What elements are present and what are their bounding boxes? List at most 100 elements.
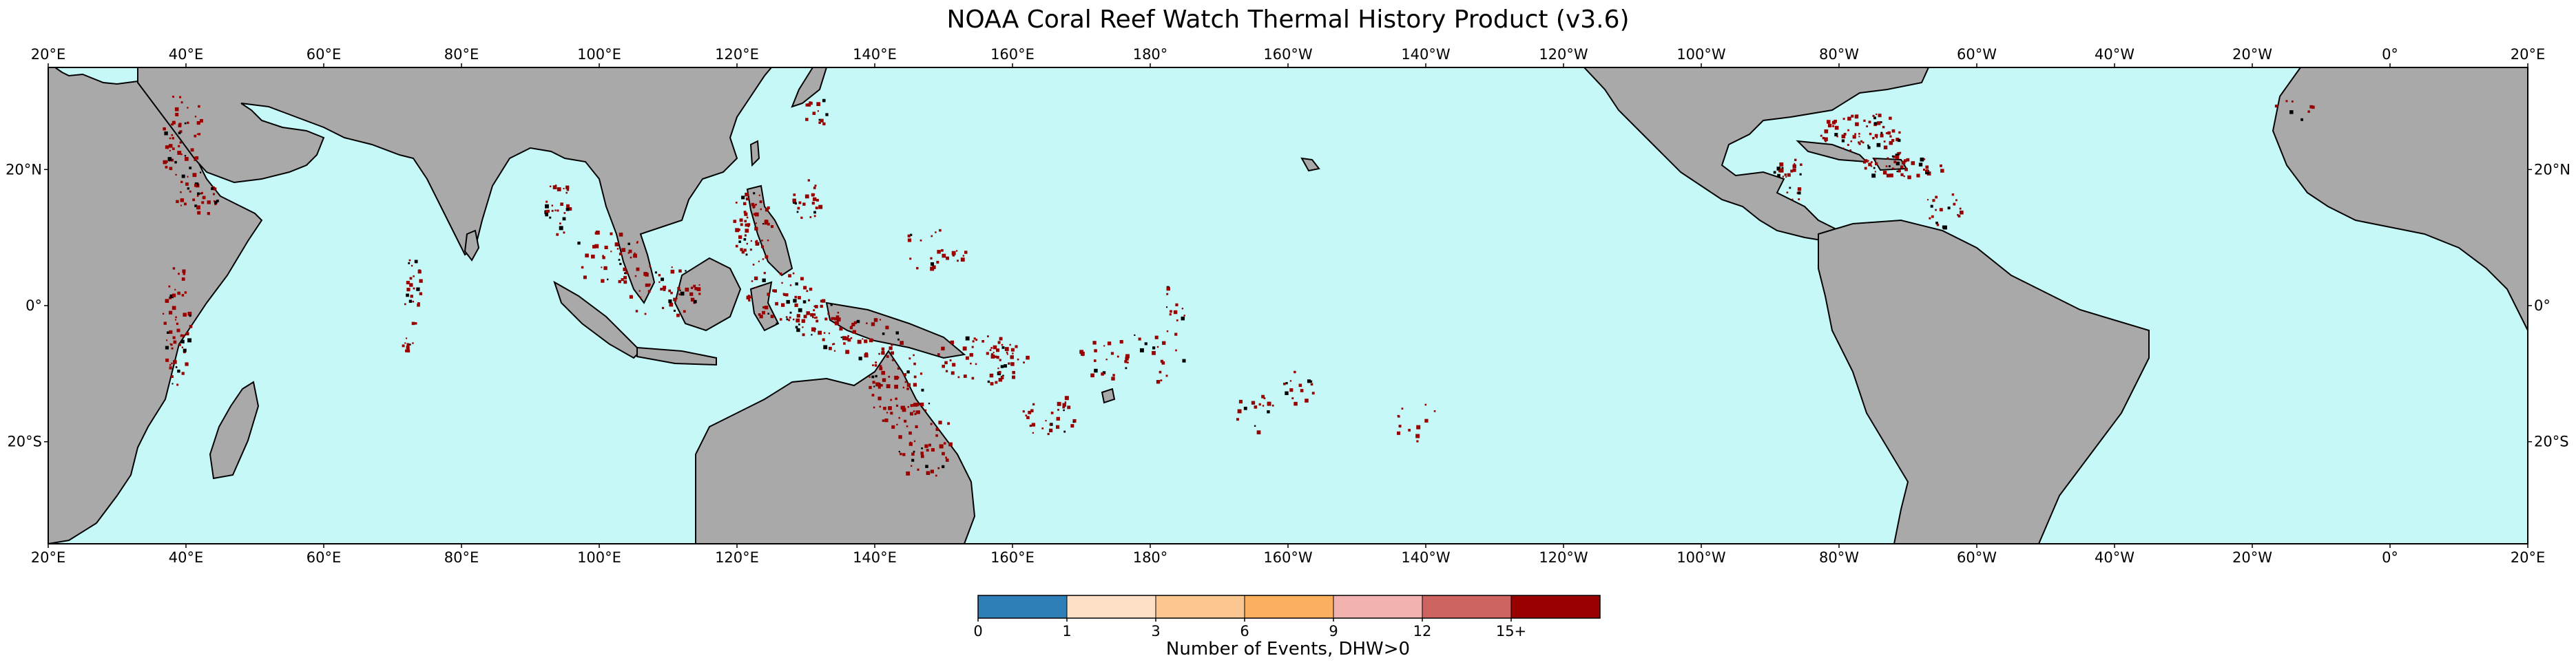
reef-event-cell [165,165,168,169]
reef-event-cell [792,198,796,203]
reef-event-cell [738,240,741,243]
reef-event-cell [1012,375,1016,379]
reef-event-cell [866,322,868,324]
reef-event-cell [179,96,182,98]
reef-event-cell [745,223,749,227]
reef-event-cell [882,378,886,382]
reef-event-cell [173,360,177,364]
reef-event-cell [962,346,967,351]
reef-event-cell [645,283,649,287]
reef-event-cell [822,98,826,103]
reef-event-cell [798,296,801,299]
lon-tick-label-bottom: 0° [2382,549,2398,566]
reef-event-cell [164,131,168,136]
reef-event-cell [623,280,627,284]
lon-tick-label-bottom: 140°E [853,549,897,566]
reef-event-cell [673,297,677,301]
reef-event-cell [660,288,663,291]
reef-event-cell [747,223,751,226]
reef-event-cell [1940,164,1942,167]
reef-event-cell [1889,135,1892,138]
reef-event-cell [752,204,756,208]
reef-event-cell [1174,332,1178,336]
reef-event-cell [172,306,176,310]
reef-event-cell [685,270,687,272]
reef-event-cell [808,299,811,301]
reef-event-cell [881,370,886,375]
reef-event-cell [192,173,197,178]
reef-event-cell [1891,167,1893,169]
reef-event-cell [165,299,169,303]
reef-event-cell [843,342,846,345]
reef-event-cell [168,285,171,288]
reef-event-cell [764,306,769,310]
reef-event-cell [546,200,548,203]
reef-event-cell [1896,170,1898,173]
reef-event-cell [1154,335,1159,339]
reef-event-cell [623,267,627,271]
reef-event-cell [1105,359,1108,361]
reef-event-cell [920,239,922,242]
reef-event-cell [670,269,675,274]
reef-event-cell [962,255,965,257]
reef-event-cell [930,469,934,474]
reef-event-cell [1285,391,1289,395]
reef-event-cell [638,290,641,292]
reef-event-cell [813,317,816,319]
reef-event-cell [1852,135,1856,139]
reef-event-cell [847,335,849,337]
reef-event-cell [170,343,173,346]
reef-event-cell [898,416,901,419]
reef-event-cell [194,116,197,118]
reef-event-cell [906,388,909,390]
reef-event-cell [178,131,181,135]
reef-event-cell [942,364,946,368]
reef-event-cell [192,198,196,202]
reef-event-cell [789,316,791,319]
reef-event-cell [1254,425,1256,427]
reef-event-cell [678,269,682,273]
lon-tick-label-bottom: 120°W [1539,549,1588,566]
reef-event-cell [1125,367,1128,370]
reef-event-cell [975,339,978,341]
reef-event-cell [404,303,406,306]
reef-event-cell [733,220,737,223]
reef-event-cell [785,316,788,318]
reef-event-cell [1048,428,1053,432]
reef-event-cell [773,289,777,293]
lon-tick-label-top: 100°E [577,46,621,63]
reef-event-cell [1825,140,1827,142]
reef-event-cell [751,202,755,207]
reef-event-cell [214,202,217,206]
reef-event-cell [408,299,413,303]
reef-event-cell [1258,403,1261,406]
reef-event-cell [614,242,619,246]
reef-event-cell [936,260,939,264]
reef-event-cell [1057,401,1061,406]
reef-event-cell [938,421,942,425]
reef-event-cell [583,275,587,279]
reef-event-cell [1050,423,1053,426]
reef-event-cell [562,217,566,221]
reef-event-cell [758,194,760,196]
reef-event-cell [809,101,813,105]
reef-event-cell [683,310,686,313]
reef-event-cell [1779,168,1784,173]
lon-tick-label-bottom: 80°E [444,549,479,566]
reef-event-cell [857,339,862,344]
reef-event-cell [795,282,798,286]
reef-event-cell [1867,146,1871,149]
reef-event-cell [414,260,418,264]
reef-event-cell [194,159,196,161]
reef-event-cell [1424,419,1429,423]
reef-event-cell [767,293,770,296]
land-north-america [1583,67,1930,242]
reef-event-cell [981,339,984,343]
reef-event-cell [1012,370,1015,374]
reef-event-cell [178,124,182,128]
reef-event-cell [1906,158,1910,162]
reef-event-cell [818,121,821,125]
reef-event-cell [836,321,839,324]
reef-event-cell [765,220,769,224]
reef-event-cell [851,322,855,326]
